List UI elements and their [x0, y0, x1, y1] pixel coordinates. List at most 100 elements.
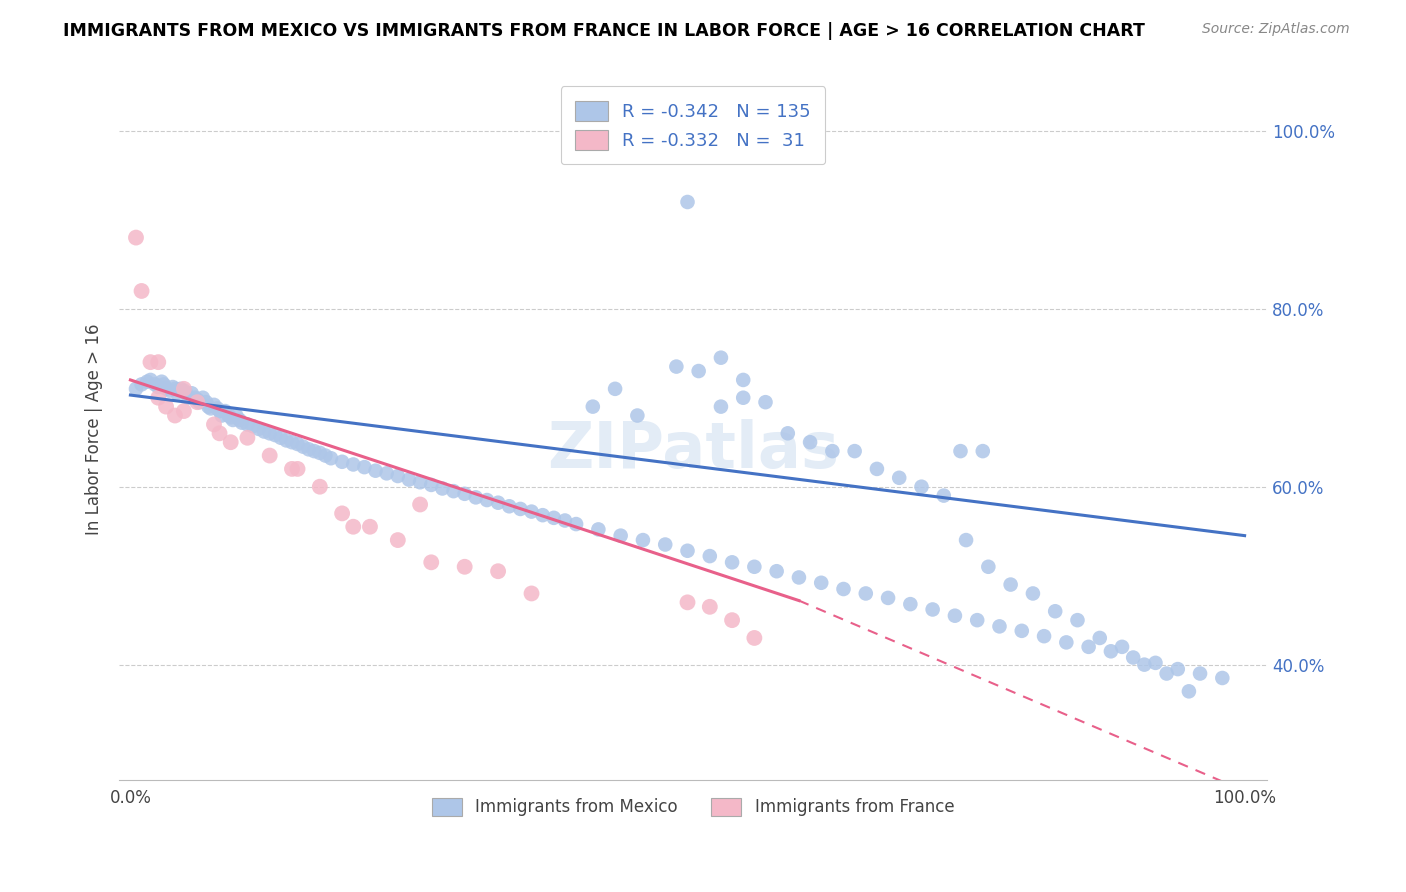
Point: [225, 409, 247, 423]
Text: ZIPatlas: ZIPatlas: [547, 419, 839, 481]
Point: [889, 471, 911, 485]
Point: [359, 520, 381, 534]
Point: [676, 595, 699, 609]
Point: [219, 410, 242, 425]
Point: [733, 391, 755, 405]
Point: [972, 444, 994, 458]
Point: [1122, 650, 1144, 665]
Point: [319, 451, 342, 466]
Point: [420, 478, 443, 492]
Text: IMMIGRANTS FROM MEXICO VS IMMIGRANTS FROM FRANCE IN LABOR FORCE | AGE > 16 CORRE: IMMIGRANTS FROM MEXICO VS IMMIGRANTS FRO…: [63, 22, 1144, 40]
Point: [943, 608, 966, 623]
Point: [432, 482, 454, 496]
Point: [155, 400, 177, 414]
Point: [710, 351, 733, 365]
Point: [721, 613, 744, 627]
Point: [1088, 631, 1111, 645]
Point: [177, 391, 200, 405]
Point: [281, 435, 304, 450]
Point: [543, 511, 565, 525]
Point: [988, 619, 1011, 633]
Point: [832, 582, 855, 596]
Point: [520, 505, 543, 519]
Point: [631, 533, 654, 547]
Point: [486, 564, 509, 578]
Point: [259, 426, 281, 441]
Point: [1211, 671, 1233, 685]
Point: [207, 401, 229, 416]
Point: [139, 373, 162, 387]
Point: [453, 559, 475, 574]
Point: [163, 409, 186, 423]
Point: [977, 559, 1000, 574]
Point: [217, 409, 239, 423]
Point: [173, 382, 195, 396]
Point: [353, 460, 375, 475]
Point: [375, 467, 398, 481]
Point: [721, 555, 744, 569]
Point: [169, 382, 191, 396]
Point: [342, 520, 364, 534]
Point: [342, 458, 364, 472]
Point: [1189, 666, 1212, 681]
Point: [139, 355, 162, 369]
Point: [654, 537, 676, 551]
Point: [665, 359, 688, 374]
Point: [1043, 604, 1066, 618]
Point: [214, 404, 236, 418]
Point: [270, 431, 292, 445]
Point: [710, 400, 733, 414]
Point: [150, 375, 173, 389]
Point: [932, 489, 955, 503]
Point: [211, 409, 233, 423]
Point: [949, 444, 972, 458]
Point: [1099, 644, 1122, 658]
Point: [799, 435, 821, 450]
Point: [877, 591, 900, 605]
Point: [464, 491, 486, 505]
Point: [157, 384, 180, 398]
Point: [443, 484, 465, 499]
Point: [1156, 666, 1178, 681]
Point: [195, 395, 218, 409]
Point: [910, 480, 932, 494]
Point: [1054, 635, 1077, 649]
Point: [186, 395, 208, 409]
Point: [208, 404, 231, 418]
Point: [676, 194, 699, 209]
Point: [173, 404, 195, 418]
Point: [208, 426, 231, 441]
Point: [202, 417, 225, 432]
Point: [253, 425, 276, 439]
Point: [844, 444, 866, 458]
Point: [153, 377, 176, 392]
Point: [236, 417, 259, 432]
Point: [162, 380, 184, 394]
Point: [1033, 629, 1056, 643]
Point: [166, 386, 188, 401]
Point: [364, 464, 387, 478]
Point: [197, 400, 219, 414]
Point: [420, 555, 443, 569]
Point: [1167, 662, 1189, 676]
Text: Source: ZipAtlas.com: Source: ZipAtlas.com: [1202, 22, 1350, 37]
Point: [281, 462, 304, 476]
Point: [304, 444, 326, 458]
Point: [498, 500, 520, 514]
Point: [409, 498, 432, 512]
Point: [148, 355, 170, 369]
Point: [531, 508, 554, 523]
Point: [776, 426, 799, 441]
Point: [191, 391, 214, 405]
Point: [202, 398, 225, 412]
Point: [173, 384, 195, 398]
Point: [148, 391, 170, 405]
Point: [330, 455, 353, 469]
Point: [148, 380, 170, 394]
Point: [603, 382, 626, 396]
Point: [231, 416, 253, 430]
Point: [276, 434, 298, 448]
Point: [125, 230, 148, 244]
Point: [688, 364, 710, 378]
Point: [264, 428, 287, 442]
